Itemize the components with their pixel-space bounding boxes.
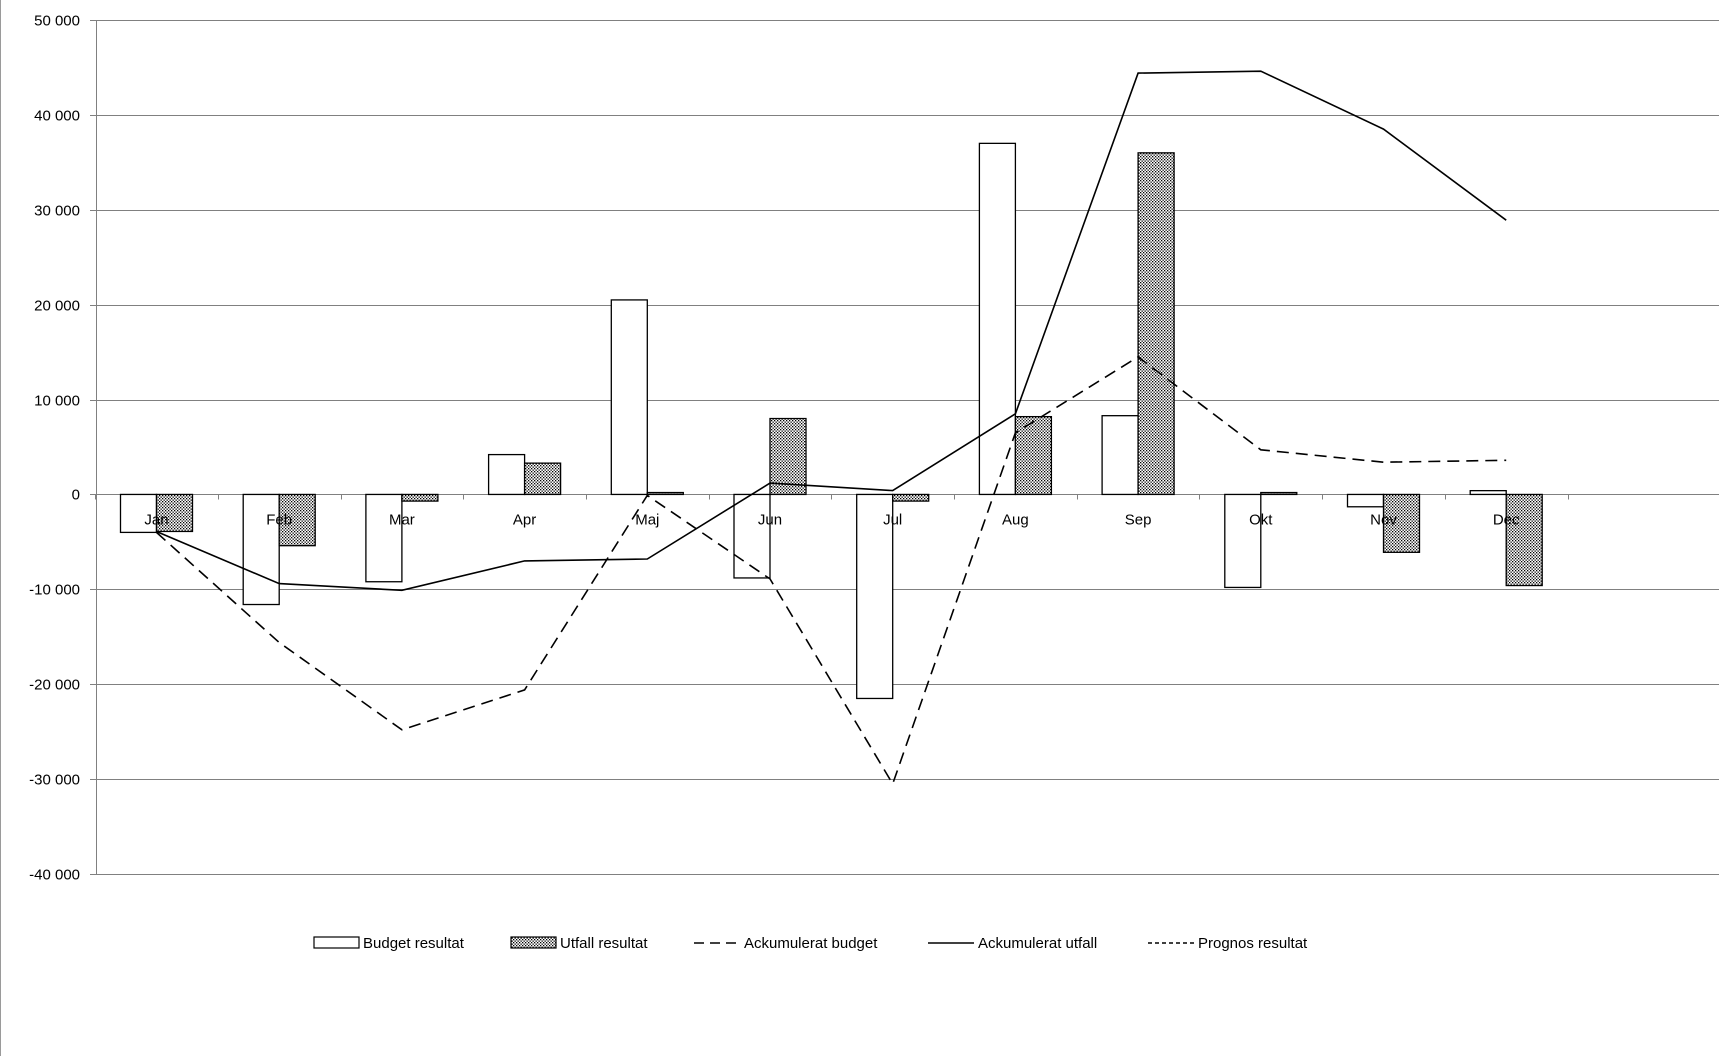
line-ackumulerat-budget	[155, 355, 1507, 786]
bar-utfall-resultat	[892, 493, 930, 502]
bar-budget-resultat	[365, 493, 403, 583]
x-axis-tick-labels: Jan Feb Mar Apr Maj Jun Jul Aug Sep Okt Nov Dec	[144, 511, 1520, 528]
bar-budget-resultat	[119, 493, 158, 534]
bar-budget-resultat	[1346, 493, 1385, 508]
bar-budget-resultat	[856, 493, 894, 700]
bar-utfall-resultat	[769, 417, 807, 496]
x-tick-label: Jan	[144, 511, 168, 528]
x-tick-label: Nov	[1370, 511, 1397, 528]
bar-budget-resultat	[1224, 493, 1262, 589]
y-tick-label: -40 000	[29, 867, 80, 884]
legend-label: Utfall resultat	[560, 935, 648, 952]
bars	[119, 142, 1543, 700]
x-tick-label: Apr	[513, 511, 536, 528]
bar-budget-resultat	[487, 453, 526, 496]
y-tick-label: 50 000	[34, 13, 80, 30]
y-tick-label: 30 000	[34, 203, 80, 220]
x-tick-label: Jul	[883, 511, 902, 528]
x-tick-label: Dec	[1493, 511, 1520, 528]
y-tick-label: -30 000	[29, 772, 80, 789]
bar-budget-resultat	[610, 299, 648, 496]
legend-label: Ackumulerat budget	[744, 935, 878, 952]
x-tick-label: Maj	[635, 511, 659, 528]
legend-swatch	[313, 936, 360, 949]
bar-utfall-resultat	[1137, 152, 1175, 496]
y-tick-label: -20 000	[29, 677, 80, 694]
lines	[155, 70, 1507, 786]
x-tick-label: Jun	[758, 511, 782, 528]
x-tick-label: Mar	[389, 511, 415, 528]
bar-utfall-resultat	[646, 491, 684, 496]
legend-label: Prognos resultat	[1198, 935, 1308, 952]
bar-utfall-resultat	[155, 493, 194, 533]
bar-budget-resultat	[1469, 489, 1507, 496]
x-tick-label: Aug	[1002, 511, 1029, 528]
bar-utfall-resultat	[1382, 493, 1421, 553]
x-tick-label: Sep	[1125, 511, 1152, 528]
legend: Budget resultat Utfall resultat Ackumulera…	[313, 935, 1308, 952]
y-tick-label: 0	[72, 487, 80, 504]
bar-budget-resultat	[1101, 415, 1139, 496]
bar-budget-resultat	[978, 142, 1017, 496]
bar-budget-resultat	[733, 493, 771, 579]
bar-utfall-resultat	[1014, 415, 1053, 496]
legend-label: Budget resultat	[363, 935, 465, 952]
bar-utfall-resultat	[523, 462, 562, 496]
y-axis-tick-labels: 50 000 40 000 30 000 20 000 10 000 0 -10 000 -2…	[29, 13, 80, 884]
x-tick-label: Okt	[1249, 511, 1273, 528]
y-tick-label: 20 000	[34, 298, 80, 315]
y-tick-label: 40 000	[34, 108, 80, 125]
y-tick-label: -10 000	[29, 582, 80, 599]
bar-utfall-resultat	[278, 493, 316, 547]
legend-label: Ackumulerat utfall	[978, 935, 1097, 952]
bar-budget-resultat	[242, 493, 280, 606]
line-ackumulerat-utfall	[156, 70, 1507, 592]
bar-utfall-resultat	[401, 493, 439, 502]
bar-utfall-resultat	[1260, 491, 1298, 496]
x-tick-label: Feb	[266, 511, 292, 528]
y-tick-label: 10 000	[34, 393, 80, 410]
bar-utfall-resultat	[1505, 493, 1543, 587]
legend-swatch	[510, 936, 557, 949]
